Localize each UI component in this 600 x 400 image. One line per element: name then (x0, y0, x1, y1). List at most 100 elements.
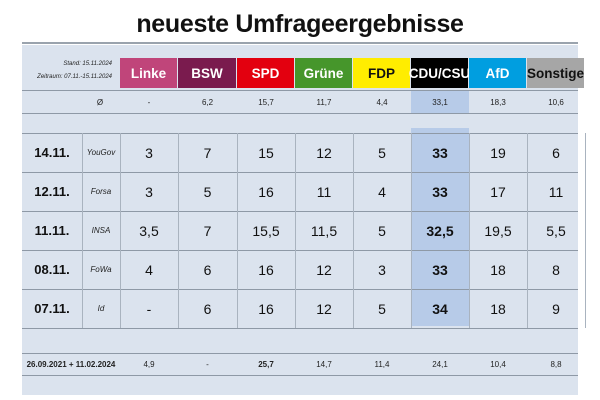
column-divider (120, 133, 121, 328)
poll-institute: INSA (91, 226, 111, 235)
column-divider (469, 133, 470, 328)
poll-value: 11 (548, 183, 564, 200)
poll-value: 33 (432, 144, 448, 161)
poll-date: 07.11. (34, 301, 70, 316)
party-header-5: CDU/CSU (409, 58, 470, 88)
poll-row-divider (22, 289, 578, 290)
party-header-7: Sonstige (527, 58, 584, 88)
poll-date: 08.11. (34, 262, 70, 277)
average-value: 11,7 (316, 97, 332, 107)
poll-institute: Id (97, 304, 105, 313)
average-value: 33,1 (432, 97, 448, 107)
poll-value: 5 (378, 144, 386, 161)
column-divider-date (82, 133, 83, 328)
poll-value: 16 (258, 261, 274, 278)
poll-row-divider (22, 250, 578, 251)
poll-value: 12 (316, 261, 332, 278)
title-divider (22, 42, 578, 44)
poll-value: 5 (378, 222, 386, 239)
poll-value: 7 (203, 144, 212, 161)
poll-value: 9 (552, 300, 560, 317)
poll-value: 33 (432, 183, 448, 200)
party-header-3: Grüne (295, 58, 352, 88)
cdu-highlight-average (411, 91, 469, 113)
footer-value: 14,7 (316, 359, 332, 369)
party-header-1: BSW (178, 58, 236, 88)
party-header-2: SPD (237, 58, 294, 88)
poll-value: 19 (490, 144, 506, 161)
average-value: 10,6 (548, 97, 564, 107)
column-divider (353, 133, 354, 328)
footer-row-top-line (22, 353, 578, 354)
average-value: 4,4 (376, 97, 388, 107)
column-divider (411, 133, 412, 328)
party-header-4: FDP (353, 58, 410, 88)
poll-value: 16 (258, 183, 274, 200)
poll-value: 3 (378, 261, 386, 278)
poll-value: 19,5 (484, 222, 512, 239)
footer-value: 10,4 (490, 359, 506, 369)
poll-table-bottom-line (22, 328, 578, 329)
column-divider (295, 133, 296, 328)
poll-value: 18 (490, 261, 506, 278)
poll-value: 11 (316, 183, 332, 200)
poll-institute: Forsa (90, 187, 112, 196)
meta-stand: Stand: 15.11.2024 (63, 61, 112, 67)
poll-table-top-line (22, 133, 578, 134)
poll-value: 6 (203, 300, 212, 317)
party-header-6: AfD (469, 58, 526, 88)
footer-value: - (206, 359, 209, 369)
poll-value: 12 (316, 300, 332, 317)
footer-value: 25,7 (258, 359, 274, 369)
poll-value: 3 (145, 144, 153, 161)
poll-row-divider (22, 211, 578, 212)
poll-value: 5,5 (546, 222, 566, 239)
average-value: 6,2 (201, 97, 214, 107)
poll-value: 6 (203, 261, 212, 278)
poll-date: 12.11. (34, 184, 70, 199)
poll-value: 16 (258, 300, 274, 317)
column-divider (585, 133, 586, 328)
column-divider (237, 133, 238, 328)
poll-value: - (146, 300, 152, 317)
footer-label: 26.09.2021 + 11.02.2024 (26, 359, 116, 369)
poll-value: 11,5 (310, 222, 338, 239)
poll-value: 4 (145, 261, 153, 278)
poll-value: 33 (432, 261, 448, 278)
poll-institute: FoWa (90, 265, 112, 274)
poll-value: 3 (145, 183, 153, 200)
poll-value: 7 (203, 222, 212, 239)
average-value: 18,3 (490, 97, 506, 107)
poll-value: 18 (490, 300, 506, 317)
poll-row-divider (22, 172, 578, 173)
average-row-bottom-line (22, 113, 578, 114)
poll-value: 5 (378, 300, 386, 317)
cdu-highlight-column (411, 128, 469, 326)
poll-value: 8 (552, 261, 560, 278)
poll-value: 15,5 (252, 222, 280, 239)
footer-value: 11,4 (374, 359, 390, 369)
footer-value: 8,8 (550, 359, 562, 369)
poll-value: 6 (552, 144, 560, 161)
meta-zeitraum: Zeitraum: 07.11.-15.11.2024 (37, 74, 112, 80)
poll-value: 4 (378, 183, 386, 200)
poll-value: 5 (203, 183, 212, 200)
column-divider (178, 133, 179, 328)
poll-value: 17 (490, 183, 506, 200)
column-divider (527, 133, 528, 328)
poll-table-panel (22, 45, 578, 395)
average-value: - (147, 97, 151, 107)
poll-date: 11.11. (34, 223, 70, 238)
footer-value: 4,9 (143, 359, 155, 369)
poll-value: 12 (316, 144, 332, 161)
page-title: neueste Umfrageergebnisse (136, 9, 464, 38)
poll-value: 34 (432, 300, 448, 317)
average-value: 15,7 (258, 97, 274, 107)
poll-value: 3,5 (139, 222, 159, 239)
poll-date: 14.11. (34, 145, 70, 160)
average-label: Ø (96, 97, 104, 107)
footer-row-bottom-line (22, 375, 578, 376)
party-header-0: Linke (120, 58, 177, 88)
poll-value: 32,5 (426, 222, 454, 239)
footer-value: 24,1 (432, 359, 448, 369)
